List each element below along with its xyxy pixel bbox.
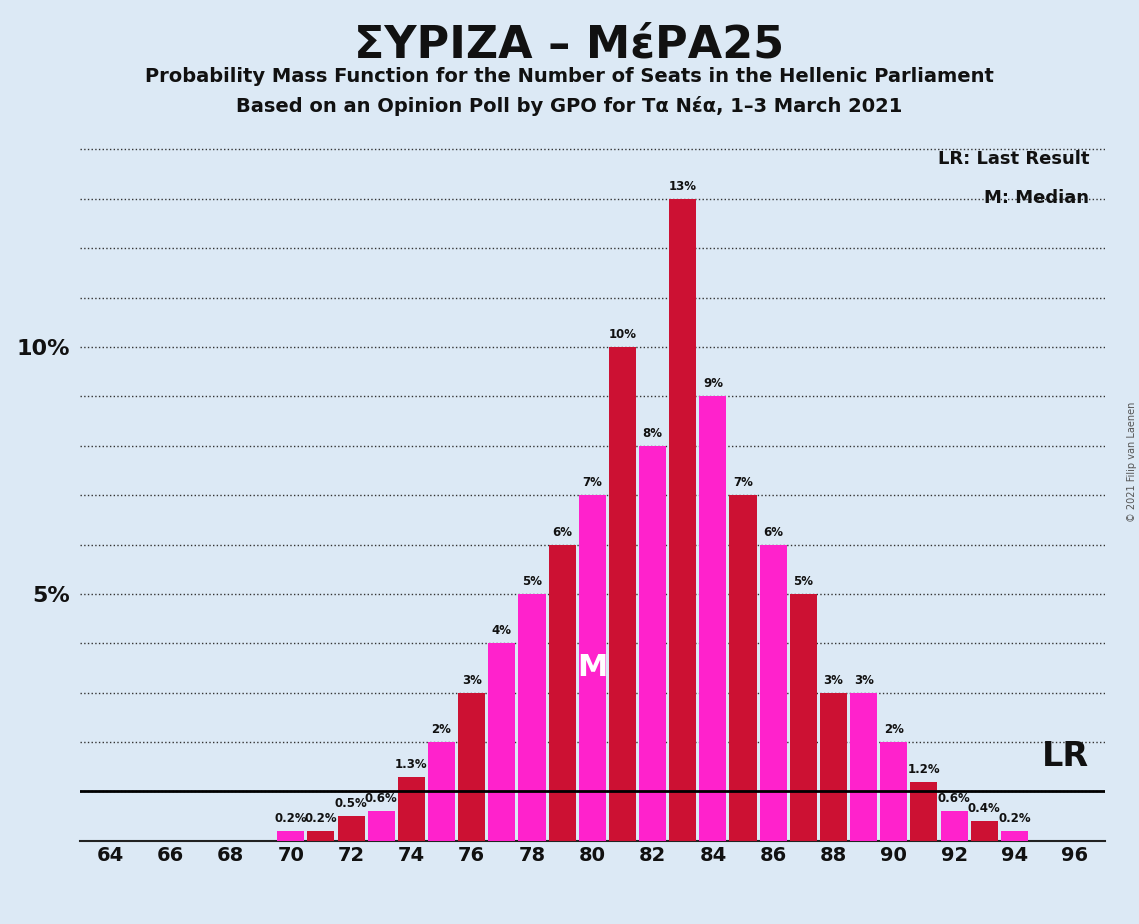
Bar (850, 693, 877, 841)
Text: ΣΥΡΙΖΑ – ΜέΡΑ25: ΣΥΡΙΖΑ – ΜέΡΑ25 (354, 23, 785, 67)
Text: 0.6%: 0.6% (937, 792, 970, 806)
Bar (699, 396, 727, 841)
Text: 3%: 3% (823, 674, 843, 687)
Bar (820, 693, 847, 841)
Text: 3%: 3% (854, 674, 874, 687)
Bar (549, 544, 575, 841)
Bar (970, 821, 998, 841)
Bar (428, 742, 456, 841)
Text: 9%: 9% (703, 377, 723, 391)
Bar (458, 693, 485, 841)
Bar (368, 811, 395, 841)
Text: 0.4%: 0.4% (968, 802, 1000, 815)
Bar (760, 544, 787, 841)
Bar (941, 811, 968, 841)
Text: 0.2%: 0.2% (274, 812, 308, 825)
Text: 5%: 5% (794, 575, 813, 588)
Text: 6%: 6% (552, 526, 572, 539)
Bar (337, 816, 364, 841)
Text: © 2021 Filip van Laenen: © 2021 Filip van Laenen (1126, 402, 1137, 522)
Text: 4%: 4% (492, 625, 511, 638)
Text: 1.3%: 1.3% (395, 758, 427, 771)
Text: 10%: 10% (608, 328, 637, 341)
Text: 0.2%: 0.2% (998, 812, 1031, 825)
Bar (579, 495, 606, 841)
Bar (518, 594, 546, 841)
Text: Based on an Opinion Poll by GPO for Τα Νέα, 1–3 March 2021: Based on an Opinion Poll by GPO for Τα Ν… (236, 96, 903, 116)
Text: 8%: 8% (642, 427, 663, 440)
Text: 7%: 7% (582, 476, 603, 489)
Bar (489, 643, 515, 841)
Text: 3%: 3% (461, 674, 482, 687)
Text: 2%: 2% (884, 723, 903, 736)
Bar (789, 594, 817, 841)
Text: LR: Last Result: LR: Last Result (937, 150, 1089, 168)
Text: 0.2%: 0.2% (304, 812, 337, 825)
Text: 2%: 2% (432, 723, 451, 736)
Bar (277, 831, 304, 841)
Text: 0.6%: 0.6% (364, 792, 398, 806)
Text: 13%: 13% (669, 180, 697, 193)
Bar (880, 742, 908, 841)
Bar (398, 777, 425, 841)
Bar (910, 782, 937, 841)
Text: M: M (577, 653, 607, 683)
Text: 6%: 6% (763, 526, 784, 539)
Text: 7%: 7% (734, 476, 753, 489)
Text: 0.5%: 0.5% (335, 797, 368, 810)
Bar (669, 199, 696, 841)
Text: LR: LR (1042, 740, 1089, 772)
Text: Probability Mass Function for the Number of Seats in the Hellenic Parliament: Probability Mass Function for the Number… (145, 67, 994, 86)
Text: 5%: 5% (522, 575, 542, 588)
Bar (609, 347, 636, 841)
Bar (1001, 831, 1029, 841)
Bar (729, 495, 756, 841)
Text: 1.2%: 1.2% (908, 762, 940, 775)
Text: M: Median: M: Median (984, 189, 1089, 207)
Bar (308, 831, 335, 841)
Bar (639, 445, 666, 841)
